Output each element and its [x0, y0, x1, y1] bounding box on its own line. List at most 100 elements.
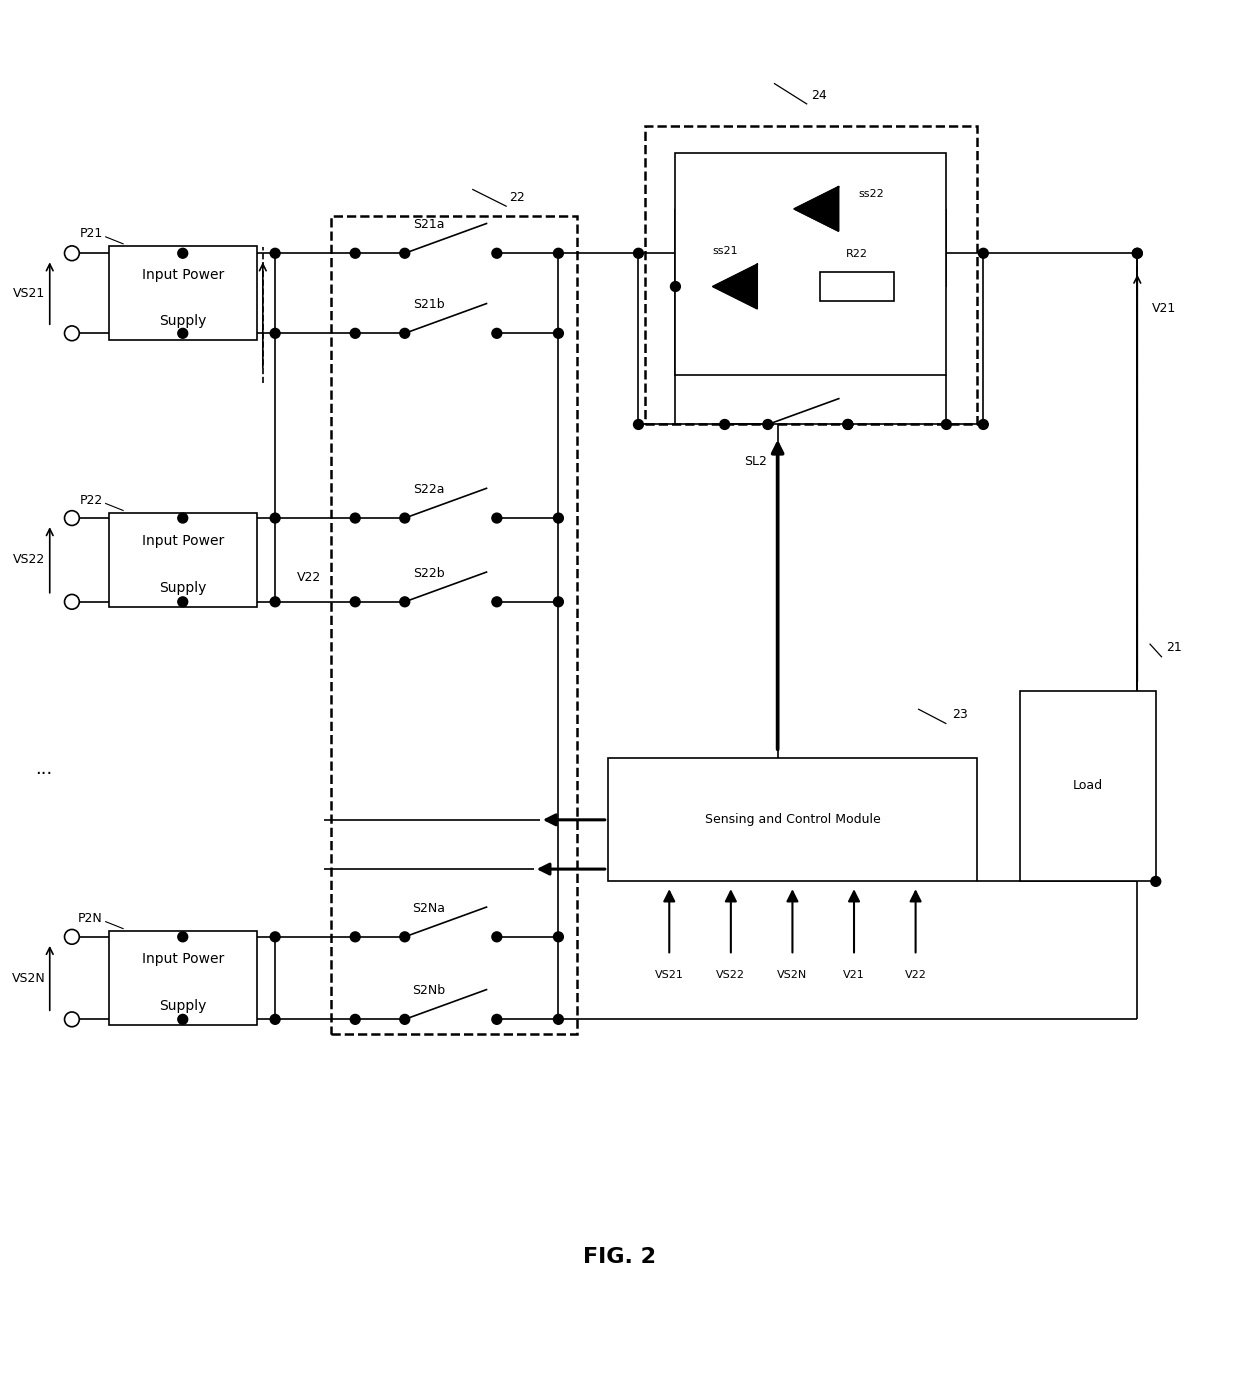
Circle shape — [350, 329, 360, 338]
Circle shape — [177, 329, 187, 338]
Text: 22: 22 — [510, 191, 525, 204]
Text: VS2N: VS2N — [777, 969, 807, 981]
Circle shape — [270, 514, 280, 523]
Circle shape — [399, 329, 409, 338]
Text: VS21: VS21 — [655, 969, 683, 981]
Circle shape — [1151, 877, 1161, 887]
Circle shape — [553, 329, 563, 338]
Circle shape — [553, 932, 563, 942]
Circle shape — [350, 1015, 360, 1025]
Circle shape — [492, 514, 502, 523]
Circle shape — [634, 249, 644, 258]
Circle shape — [399, 249, 409, 258]
Text: S2Na: S2Na — [413, 902, 445, 914]
Text: 24: 24 — [811, 88, 827, 102]
Text: VS2N: VS2N — [12, 972, 46, 985]
Text: S21b: S21b — [413, 298, 445, 311]
Circle shape — [492, 329, 502, 338]
Text: VS21: VS21 — [12, 287, 45, 300]
Text: VS22: VS22 — [12, 554, 45, 566]
Text: V21: V21 — [1152, 302, 1177, 315]
Circle shape — [671, 282, 681, 291]
Text: S21a: S21a — [413, 218, 445, 231]
Circle shape — [399, 932, 409, 942]
Circle shape — [270, 329, 280, 338]
Circle shape — [399, 597, 409, 606]
Circle shape — [64, 511, 79, 525]
Circle shape — [553, 597, 563, 606]
Circle shape — [350, 932, 360, 942]
Circle shape — [350, 514, 360, 523]
Circle shape — [634, 420, 644, 429]
Circle shape — [64, 1012, 79, 1026]
Text: ss22: ss22 — [859, 189, 884, 199]
Circle shape — [270, 597, 280, 606]
Text: Sensing and Control Module: Sensing and Control Module — [704, 813, 880, 826]
Bar — [109, 514, 257, 606]
Circle shape — [553, 1015, 563, 1025]
Circle shape — [64, 326, 79, 341]
Text: Input Power: Input Power — [141, 953, 224, 967]
Bar — [676, 153, 946, 376]
Circle shape — [64, 246, 79, 261]
Polygon shape — [713, 264, 758, 309]
Circle shape — [978, 420, 988, 429]
Text: FIG. 2: FIG. 2 — [584, 1247, 656, 1266]
Text: 23: 23 — [952, 708, 968, 721]
Polygon shape — [794, 186, 838, 231]
Text: Supply: Supply — [159, 315, 206, 329]
Circle shape — [492, 1015, 502, 1025]
Text: S2Nb: S2Nb — [412, 985, 445, 997]
Text: 21: 21 — [1166, 641, 1182, 653]
Circle shape — [553, 249, 563, 258]
Bar — [109, 246, 257, 340]
Text: V22: V22 — [905, 969, 926, 981]
Bar — [608, 758, 977, 881]
Bar — [331, 217, 577, 1034]
Text: Supply: Supply — [159, 581, 206, 595]
Bar — [645, 127, 977, 424]
Circle shape — [270, 1015, 280, 1025]
Text: Input Power: Input Power — [141, 534, 224, 548]
Circle shape — [350, 249, 360, 258]
Circle shape — [492, 932, 502, 942]
Text: Load: Load — [1073, 779, 1104, 793]
Circle shape — [719, 420, 729, 429]
Bar — [820, 272, 894, 301]
Text: P21: P21 — [79, 228, 103, 240]
Text: SL2: SL2 — [744, 456, 766, 468]
Circle shape — [843, 420, 853, 429]
Text: V21: V21 — [843, 969, 864, 981]
Text: R22: R22 — [846, 250, 868, 260]
Circle shape — [492, 597, 502, 606]
Circle shape — [399, 1015, 409, 1025]
Circle shape — [177, 932, 187, 942]
Circle shape — [270, 249, 280, 258]
Circle shape — [978, 249, 988, 258]
Text: Supply: Supply — [159, 1000, 206, 1014]
Circle shape — [177, 514, 187, 523]
Text: ss21: ss21 — [712, 246, 738, 255]
Circle shape — [64, 929, 79, 945]
Circle shape — [1132, 249, 1142, 258]
Circle shape — [270, 932, 280, 942]
Text: P22: P22 — [79, 494, 103, 507]
Circle shape — [763, 420, 773, 429]
Text: Input Power: Input Power — [141, 268, 224, 282]
Circle shape — [64, 594, 79, 609]
Circle shape — [843, 420, 853, 429]
Text: S22b: S22b — [413, 566, 445, 580]
Circle shape — [941, 420, 951, 429]
Circle shape — [492, 249, 502, 258]
Text: S22a: S22a — [413, 483, 445, 496]
Circle shape — [1132, 249, 1142, 258]
Text: ...: ... — [35, 761, 52, 779]
Text: V22: V22 — [298, 570, 321, 584]
Circle shape — [399, 514, 409, 523]
Bar — [1021, 690, 1156, 881]
Circle shape — [177, 1015, 187, 1025]
Text: P2N: P2N — [78, 911, 103, 925]
Text: VS22: VS22 — [717, 969, 745, 981]
Circle shape — [553, 514, 563, 523]
Circle shape — [177, 249, 187, 258]
